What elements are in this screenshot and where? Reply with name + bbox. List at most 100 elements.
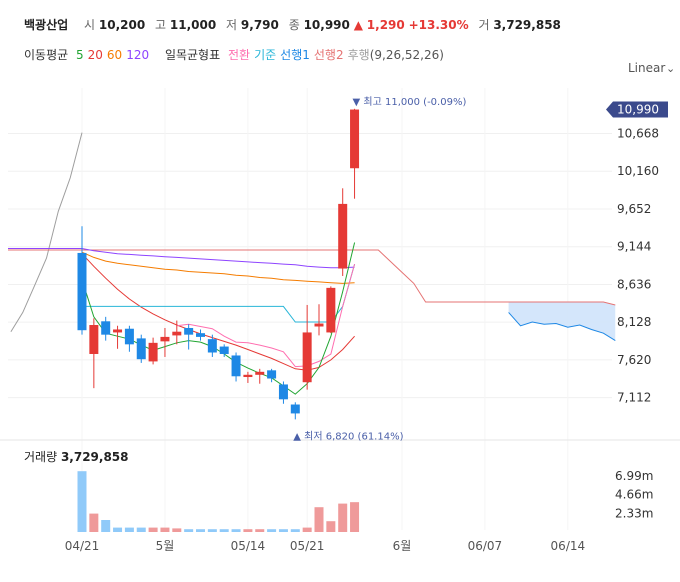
candle-body: [255, 371, 265, 375]
volume-bar: [326, 521, 336, 532]
candle-body: [302, 332, 312, 383]
chikou-legend: 후행: [347, 48, 370, 62]
volume-bar: [350, 502, 360, 532]
volume-bar: [255, 529, 265, 532]
scale-mode-select[interactable]: Linear: [628, 61, 666, 75]
volume-bar: [278, 529, 288, 532]
volume-bar: [136, 527, 146, 532]
volume-bar: [89, 513, 99, 532]
ma5-line: [81, 242, 356, 395]
chevron-down-icon[interactable]: ⌄: [666, 62, 676, 75]
price-axis: 10,668 10,160 9,652 9,144 8,636 8,128 7,620 7,1…: [606, 101, 668, 405]
ichimoku-params: (9,26,52,26): [369, 48, 444, 62]
close-label: 종: [288, 18, 300, 32]
candle-body: [243, 374, 253, 378]
candle-body: [326, 287, 336, 333]
candle-body: [184, 327, 194, 335]
candle-body: [350, 109, 360, 169]
ma60-legend: 60: [106, 48, 123, 62]
candle-body: [219, 346, 229, 354]
chikou-line: [10, 132, 83, 332]
open-price: 10,200: [98, 18, 146, 32]
volume-bar: [231, 529, 241, 532]
ichimoku-cloud: [508, 301, 616, 341]
volume-bar: [338, 503, 348, 532]
ma120-line: [81, 248, 355, 269]
candle-body: [196, 333, 205, 337]
senkou1-legend: 선행1: [280, 48, 310, 62]
x-tick-label: 05/21: [290, 539, 325, 553]
volume-bar: [243, 529, 253, 532]
current-price-label: 10,990: [617, 103, 659, 117]
volume-tick-label: 4.66m: [615, 488, 653, 502]
candlesticks: [77, 108, 360, 420]
volume-bar: [148, 527, 158, 532]
high-label: 고: [155, 18, 167, 32]
candle-body: [290, 404, 300, 414]
candle-body: [207, 339, 217, 353]
date-axis: 04/21 5월 05/14 05/21 6월 06/07 06/14: [65, 539, 585, 553]
candle-body: [172, 331, 182, 336]
ma60-line: [81, 251, 355, 284]
ma120-legend: 120: [126, 48, 150, 62]
volume-bar: [314, 507, 324, 532]
candle-body: [314, 323, 324, 327]
y-tick-label: 8,128: [617, 315, 651, 329]
ichimoku-legend-label[interactable]: 일목균형표: [164, 48, 221, 62]
candle-body: [113, 329, 123, 333]
open-label: 시: [84, 18, 96, 32]
y-tick-label: 7,112: [617, 391, 651, 405]
y-tick-label: 9,652: [617, 202, 651, 216]
kijun-legend: 기준: [254, 48, 277, 62]
y-tick-label: 10,668: [617, 126, 659, 140]
y-tick-label: 7,620: [617, 353, 651, 367]
candle-body: [231, 355, 241, 377]
volume-bar: [207, 529, 217, 532]
volume-bar: [290, 529, 300, 532]
volume-tick-label: 6.99m: [615, 469, 653, 483]
stock-header: 백광산업 시 10,200 고 11,000 저 9,790 종 10,990 …: [24, 16, 561, 33]
volume-bar: [160, 527, 170, 532]
indicator-legend: 이동평균 5 20 60 120 일목균형표 전환 기준 선행1 선행2 후행(9,26,52…: [24, 46, 448, 63]
high-price: 11,000: [169, 18, 217, 32]
current-price-tag: [606, 101, 668, 118]
ichimoku-cloud-area: [508, 301, 616, 341]
volume-header-value: 3,729,858: [60, 450, 129, 464]
x-tick-label: 5월: [156, 539, 175, 553]
y-tick-label: 9,144: [617, 240, 651, 254]
volume-bar: [101, 520, 111, 532]
extreme-markers: ▼ 최고 11,000 (-0.09%) ▲ 최저 6,820 (61.14%): [293, 96, 466, 443]
x-tick-label: 6월: [393, 539, 412, 553]
senkou2-legend: 선행2: [313, 48, 344, 62]
y-tick-label: 10,160: [617, 164, 659, 178]
volume-bar: [172, 528, 182, 532]
y-tick-label: 8,636: [617, 277, 651, 291]
low-marker: ▲ 최저 6,820 (61.14%): [293, 430, 403, 442]
ma20-line: [81, 253, 355, 371]
senkou2-line: [82, 249, 616, 306]
volume-bar: [184, 529, 194, 532]
candle-body: [267, 370, 277, 379]
volume-bar: [113, 527, 123, 532]
ma5-legend: 5: [76, 48, 84, 62]
low-price: 9,790: [240, 18, 279, 32]
volume-label: 거: [478, 18, 490, 32]
high-marker: ▼ 최고 11,000 (-0.09%): [353, 96, 467, 108]
ma20-legend: 20: [87, 48, 103, 62]
x-tick-label: 04/21: [65, 539, 100, 553]
tenkan-legend: 전환: [227, 48, 251, 62]
stock-name: 백광산업: [24, 18, 69, 32]
candle-body: [136, 338, 146, 360]
volume-chart: 6.99m 4.66m 2.33m: [77, 469, 653, 532]
tenkan-line: [176, 263, 356, 368]
ma-legend-label[interactable]: 이동평균: [24, 48, 69, 62]
volume-bar: [196, 529, 205, 532]
x-tick-label: 06/07: [468, 539, 503, 553]
volume-bar: [219, 529, 229, 532]
price-change-pct: +13.30%: [408, 18, 469, 32]
candle-body: [101, 321, 111, 335]
x-tick-label: 06/14: [551, 539, 586, 553]
volume-header: 거래량 3,729,858: [24, 448, 129, 465]
x-tick-label: 05/14: [231, 539, 266, 553]
